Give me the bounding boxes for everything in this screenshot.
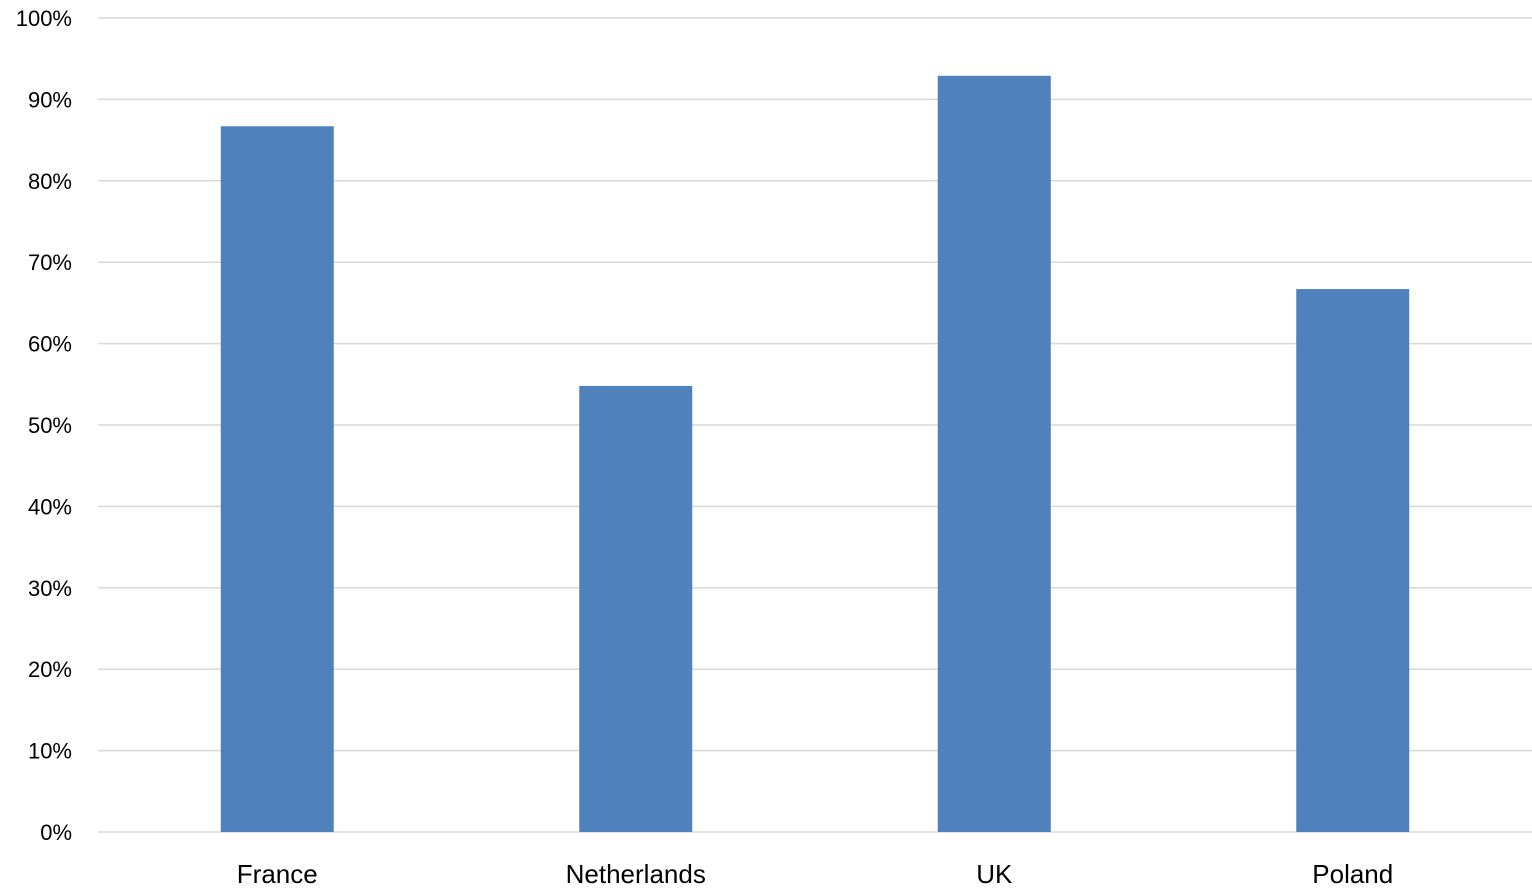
gridlines bbox=[98, 17, 1532, 833]
y-tick-label: 80% bbox=[28, 169, 72, 194]
x-axis-category-labels: France Netherlands UK Poland bbox=[237, 859, 1393, 889]
y-tick-label: 10% bbox=[28, 739, 72, 764]
y-axis-tick-labels: 0% 10% 20% 30% 40% 50% 60% 70% 80% 90% 100% bbox=[16, 6, 72, 845]
x-category-label: Poland bbox=[1312, 859, 1393, 889]
y-tick-label: 30% bbox=[28, 576, 72, 601]
bar-uk bbox=[937, 75, 1051, 832]
bar-netherlands bbox=[579, 385, 693, 832]
bar-poland bbox=[1296, 289, 1410, 832]
y-tick-label: 90% bbox=[28, 87, 72, 112]
y-tick-label: 20% bbox=[28, 657, 72, 682]
x-category-label: Netherlands bbox=[566, 859, 706, 889]
bar-france bbox=[220, 126, 334, 832]
y-tick-label: 60% bbox=[28, 332, 72, 357]
y-tick-label: 100% bbox=[16, 6, 72, 31]
x-category-label: UK bbox=[976, 859, 1013, 889]
y-tick-label: 50% bbox=[28, 413, 72, 438]
bars bbox=[220, 75, 1410, 832]
x-category-label: France bbox=[237, 859, 318, 889]
y-tick-label: 40% bbox=[28, 494, 72, 519]
y-tick-label: 0% bbox=[40, 820, 72, 845]
y-tick-label: 70% bbox=[28, 250, 72, 275]
